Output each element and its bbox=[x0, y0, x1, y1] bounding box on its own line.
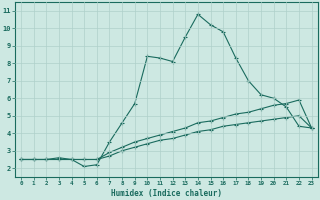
X-axis label: Humidex (Indice chaleur): Humidex (Indice chaleur) bbox=[111, 189, 222, 198]
